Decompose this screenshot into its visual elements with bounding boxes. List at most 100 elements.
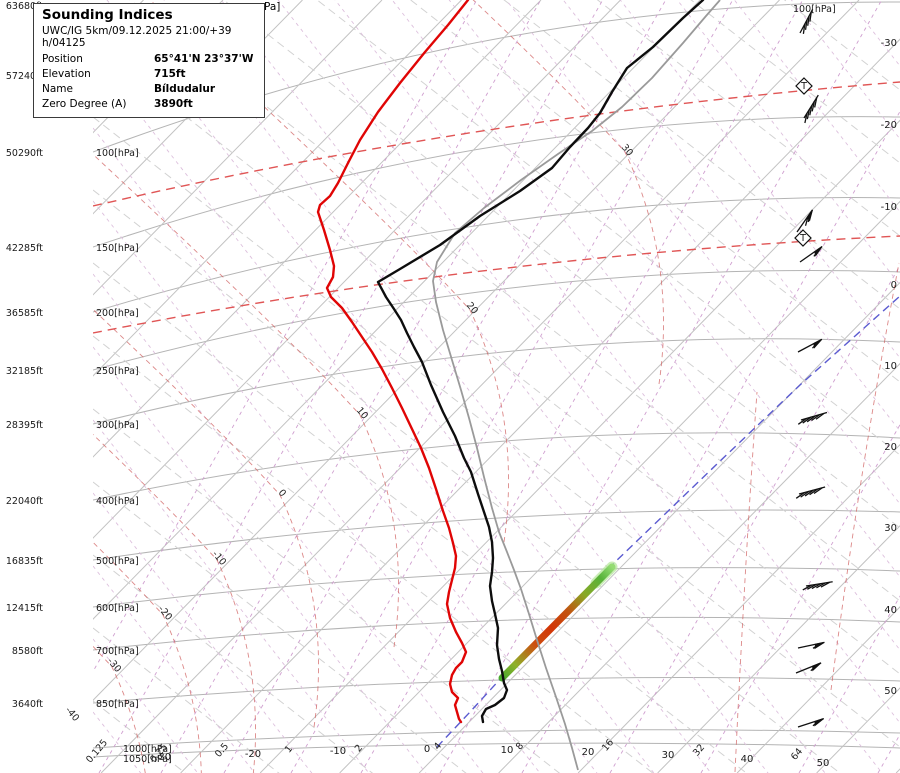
dry-adiabat [93, 408, 561, 773]
moist-adiabat [734, 391, 758, 773]
barb-tick [811, 583, 821, 590]
altitude-label: 8580ft [12, 646, 43, 657]
pressure-label-right: 100[hPa] [793, 4, 836, 15]
moist-adiabat [830, 262, 900, 691]
isotherm-label-right: 20 [884, 442, 897, 453]
barb-tick [816, 582, 826, 589]
info-row-name: Name Bíldudalur [42, 82, 256, 97]
isotherm-60 [895, 768, 900, 773]
mixing-ratio-line [93, 0, 478, 673]
barb-tick [807, 15, 810, 26]
isotherm-20 [577, 444, 900, 773]
barb-tick [804, 19, 808, 30]
wind-barb [797, 641, 825, 650]
altitude-label: 42285ft [6, 243, 43, 254]
mixing-ratio-label: 16 [600, 737, 616, 753]
pressure-label: 500[hPa] [96, 556, 139, 567]
isotherm-50 [816, 687, 900, 773]
dewpoint-curve [316, 0, 470, 724]
saturation-line [93, 54, 655, 773]
isotherm--60 [93, 0, 701, 620]
isotherm-10 [498, 362, 900, 773]
occluded-pressure-label-fragment: Pa] [264, 1, 281, 13]
isotherm-label-bottom: 10 [501, 745, 514, 756]
barb-tick [811, 101, 815, 112]
tropopause-line-2 [93, 235, 900, 334]
pressure-label: 1050[hPa] [123, 754, 172, 765]
dry-adiabat [93, 554, 374, 773]
barb-flag [812, 662, 822, 672]
isotherm--100 [93, 0, 383, 296]
mixing-ratio-line [223, 0, 667, 773]
info-value: 3890ft [154, 98, 193, 110]
info-row-zero-degree: Zero Degree (A) 3890ft [42, 97, 256, 112]
moist-adiabat-label-30: 30 [619, 142, 635, 158]
altitude-label: 57240ft [6, 71, 43, 82]
moist-adiabat-label--40: -40 [63, 705, 81, 724]
pressure-label: 150[hPa] [96, 243, 139, 254]
sounding-curves [316, 0, 721, 771]
dry-adiabat [93, 189, 841, 773]
isotherm-label-bottom: 40 [741, 754, 754, 765]
wind-barb [799, 245, 823, 263]
isotherm-30 [657, 525, 900, 773]
mixing-ratio-line [439, 0, 883, 773]
saturation-line [93, 565, 256, 773]
barb-flag [813, 338, 823, 349]
tropopause-t-glyph: T [800, 81, 807, 92]
isotherm-0 [418, 281, 900, 773]
saturation-line [391, 0, 900, 651]
isobar-500 [93, 509, 900, 561]
wind-barb [795, 662, 822, 674]
info-value: 65°41'N 23°37'W [154, 53, 254, 65]
isotherm--20 [259, 119, 900, 773]
isobar-1050 [93, 742, 900, 758]
isotherm--30 [180, 38, 900, 773]
barb-flag [806, 209, 813, 222]
isotherm--110 [93, 0, 303, 215]
sounding-indices-panel[interactable]: Sounding Indices UWC/IG 5km/09.12.2025 2… [33, 3, 265, 118]
barb-tick [795, 492, 805, 499]
pressure-label: 300[hPa] [96, 420, 139, 431]
barb-flag [814, 718, 824, 727]
wind-barb [803, 94, 819, 124]
isotherm-label-right: 50 [884, 686, 897, 697]
mixing-ratio-line [98, 0, 542, 773]
tropopause-diamond-icon [794, 229, 812, 247]
info-value: 715ft [154, 68, 186, 80]
mixing-ratio-label: 2 [353, 743, 365, 755]
mixing-ratio-label: 8 [514, 741, 526, 753]
info-value: Bíldudalur [154, 83, 216, 95]
wind-barb-column: TT [794, 8, 833, 728]
wind-barb [797, 338, 823, 353]
barb-tick [820, 581, 831, 588]
info-row-position: Position 65°41'N 23°37'W [42, 52, 256, 67]
isotherm--120 [93, 0, 224, 134]
barb-tick [802, 23, 806, 34]
barb-tick [806, 109, 811, 120]
barb-tick [811, 414, 821, 422]
isobar-250 [93, 269, 900, 371]
barb-tick [813, 487, 823, 495]
cape-gradient-segment [498, 563, 616, 682]
barb-flag [814, 641, 825, 650]
isotherm-label-bottom: -30 [155, 752, 171, 763]
tropopause-diamond-icon [795, 77, 813, 95]
mixing-ratio-line [798, 595, 900, 773]
moist-adiabat--20 [93, 541, 202, 773]
moist-adiabat-label-0: 0 [276, 488, 288, 500]
info-label: Name [42, 83, 73, 95]
info-row-elevation: Elevation 715ft [42, 67, 256, 82]
moist-adiabat-30 [472, 0, 664, 385]
altitude-label: 32185ft [6, 366, 43, 377]
isobar-150 [93, 116, 900, 248]
altitude-label: 36585ft [6, 308, 43, 319]
barb-tick [804, 113, 808, 124]
tropopause-marker: T [794, 229, 812, 247]
isotherm-label-bottom: 30 [662, 750, 675, 761]
wind-barb [795, 486, 826, 499]
mixing-ratio-line [160, 0, 604, 773]
pressure-label: 700[hPa] [96, 646, 139, 657]
altitude-label: 28395ft [6, 420, 43, 431]
